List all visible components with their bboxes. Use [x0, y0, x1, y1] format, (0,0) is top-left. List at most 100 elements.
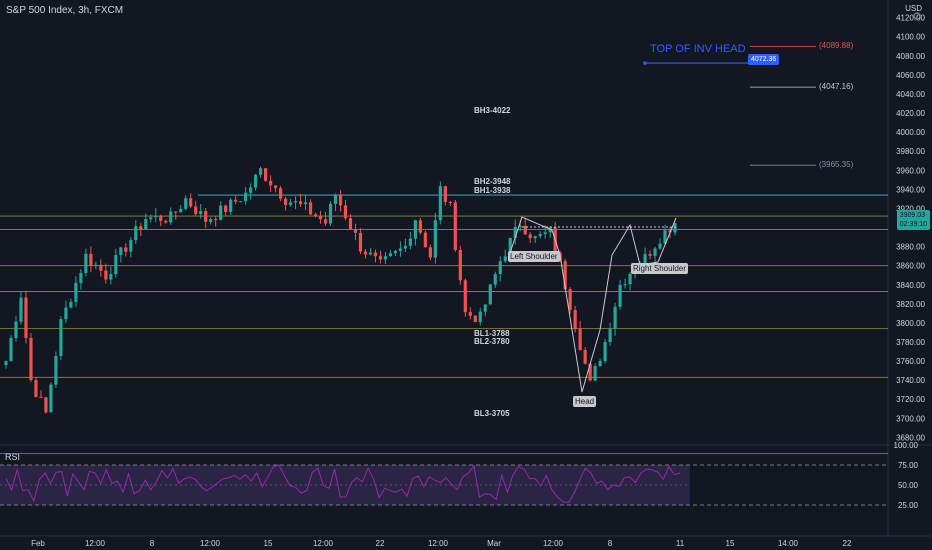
- candle-body: [593, 366, 597, 381]
- candle-body: [643, 254, 647, 265]
- candle-body: [44, 397, 48, 413]
- candle-body: [14, 321, 18, 339]
- candle-body: [298, 201, 303, 205]
- price-tick-label: 3740.00: [896, 376, 925, 385]
- candle-body: [673, 223, 677, 233]
- candle-body: [453, 202, 457, 250]
- candle-body: [513, 226, 517, 238]
- candle-body: [348, 218, 353, 230]
- price-tick-label: 4020.00: [896, 109, 925, 118]
- candle-body: [418, 220, 422, 233]
- candle-body: [433, 220, 437, 258]
- candle-body: [139, 226, 143, 230]
- candle-body: [89, 253, 93, 266]
- candle-body: [174, 211, 178, 213]
- candle-body: [373, 252, 378, 257]
- candle-body: [134, 226, 138, 241]
- rsi-title: RSI: [5, 452, 21, 462]
- annotation-bh1: BH1-3938: [474, 186, 511, 196]
- right-shoulder-label: Right Shoulder: [631, 263, 688, 274]
- candle-body: [184, 198, 188, 209]
- candle-body: [508, 237, 512, 257]
- candle-body: [528, 234, 532, 239]
- candle-body: [368, 252, 373, 255]
- candle-body: [74, 282, 78, 302]
- candle-body: [648, 254, 652, 256]
- candle-body: [34, 380, 38, 397]
- time-tick-label: 12:00: [85, 539, 106, 548]
- candle-body: [663, 230, 667, 244]
- price-tick-label: 4040.00: [896, 90, 925, 99]
- rsi-line: [5, 464, 681, 504]
- time-tick-label: 8: [608, 539, 613, 548]
- candle-body: [588, 363, 592, 381]
- candle-body: [313, 214, 318, 217]
- candle-body: [144, 219, 148, 230]
- candle-body: [653, 248, 657, 256]
- time-tick-label: Feb: [31, 539, 45, 548]
- candle-body: [234, 199, 238, 202]
- reference-price-label: (3965.35): [819, 160, 854, 170]
- currency-label: USD: [905, 4, 922, 13]
- candle-body: [563, 261, 567, 290]
- price-tick-label: 4080.00: [896, 52, 925, 61]
- candle-body: [488, 284, 492, 305]
- candle-body: [658, 243, 662, 249]
- candle-body: [259, 168, 263, 175]
- candle-body: [59, 319, 63, 357]
- price-tick-label: 3820.00: [896, 300, 925, 309]
- candle-body: [388, 253, 393, 257]
- candle-body: [468, 312, 472, 316]
- candle-body: [129, 240, 133, 252]
- candle-body: [278, 188, 283, 199]
- annotation-bh2: BH2-3948: [474, 176, 511, 186]
- candle-body: [219, 205, 223, 220]
- candle-body: [343, 205, 348, 219]
- candle-body: [79, 273, 83, 283]
- candle-body: [518, 225, 522, 227]
- annotation-bh3: BH3-4022: [474, 106, 511, 116]
- candle-body: [438, 186, 442, 221]
- top-of-inv-head-label: TOP OF INV HEAD: [650, 43, 746, 55]
- candle-body: [458, 249, 462, 281]
- candle-body: [114, 255, 118, 275]
- rsi-tick-label: 75.00: [898, 461, 919, 470]
- candle-body: [274, 185, 278, 189]
- time-tick-label: 22: [843, 539, 852, 548]
- candle-body: [318, 216, 323, 220]
- candle-body: [164, 220, 168, 223]
- candle-body: [333, 194, 338, 204]
- candle-body: [503, 256, 507, 262]
- candle-body: [338, 194, 343, 206]
- left-shoulder-label: Left Shoulder: [508, 251, 560, 262]
- reference-price-label: (4047.16): [819, 82, 854, 92]
- time-tick-label: 12:00: [543, 539, 564, 548]
- price-tick-label: 3920.00: [896, 204, 925, 213]
- candle-body: [214, 219, 218, 221]
- candle-body: [393, 250, 398, 254]
- rsi-tick-label: 50.00: [898, 481, 919, 490]
- candle-body: [169, 211, 173, 223]
- candle-body: [224, 205, 228, 212]
- reference-price-label: (4089.88): [819, 41, 854, 51]
- price-tick-label: 3960.00: [896, 166, 925, 175]
- price-tick-label: 3940.00: [896, 185, 925, 194]
- candle-body: [4, 361, 8, 366]
- candle-body: [493, 274, 497, 285]
- annotation-bl1: BL1-3788: [474, 329, 510, 339]
- candle-body: [383, 256, 388, 260]
- candle-body: [478, 311, 482, 323]
- candle-body: [448, 202, 452, 204]
- candle-body: [94, 264, 98, 266]
- candle-body: [54, 356, 58, 385]
- gear-icon[interactable]: ⚙: [912, 11, 922, 23]
- price-tick-label: 4000.00: [896, 128, 925, 137]
- candle-body: [154, 215, 158, 218]
- candle-body: [613, 306, 617, 329]
- candle-body: [363, 251, 368, 255]
- price-tick-label: 3700.00: [896, 414, 925, 423]
- candle-body: [179, 208, 183, 213]
- price-tick-label: 4120.00: [896, 14, 925, 23]
- candle-body: [269, 180, 273, 186]
